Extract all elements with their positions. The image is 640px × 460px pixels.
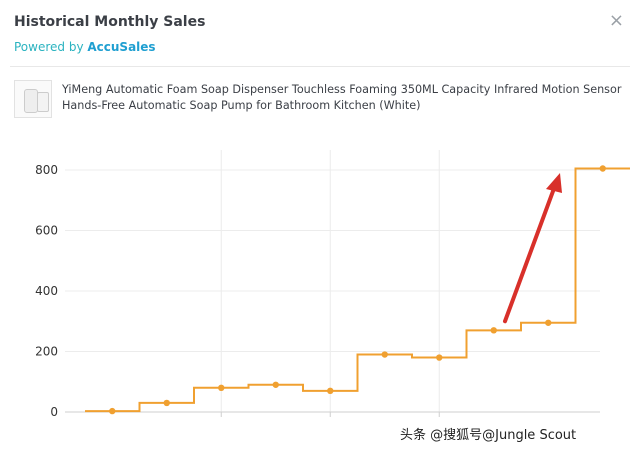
y-tick-label: 800 [35,163,58,177]
watermark-text: 头条 @搜狐号@Jungle Scout [400,428,577,443]
x-tick-label: Nov 2019 [192,429,250,430]
data-point [109,407,116,415]
close-icon[interactable]: × [608,10,624,31]
data-point [381,351,388,358]
data-point [327,387,334,395]
powered-by-label: Powered by [14,40,88,54]
data-point [163,399,170,407]
chart-grid [65,150,600,413]
series-points [109,165,606,415]
watermark: 头条 @搜狐号@Jungle Scout [400,424,635,450]
data-point [272,381,279,388]
y-tick-label: 200 [35,345,58,359]
data-point [599,165,606,172]
x-tick-label: Jan 2020 [303,429,357,430]
arrow-head [546,173,562,194]
product-title: YiMeng Automatic Foam Soap Dispenser Tou… [62,83,622,112]
y-axis-ticks: 0 200 400 600 800 [35,163,58,419]
product-info: YiMeng Automatic Foam Soap Dispenser Tou… [14,80,624,120]
product-thumbnail-icon[interactable] [14,80,52,118]
brand-link[interactable]: AccuSales [87,40,156,54]
arrow-shaft [503,181,558,324]
data-point [545,319,552,326]
trend-arrow [503,173,562,324]
powered-by: Powered by AccuSales [14,40,156,54]
data-point [218,384,225,391]
dialog-title: Historical Monthly Sales [14,14,206,30]
y-tick-label: 0 [50,405,58,419]
divider [10,66,630,67]
series-line [85,167,630,413]
y-tick-label: 400 [35,284,58,298]
data-point [436,354,443,361]
data-point [490,327,497,334]
y-tick-label: 600 [35,224,58,238]
dialog-header: Historical Monthly Sales × Powered by Ac… [0,0,640,66]
